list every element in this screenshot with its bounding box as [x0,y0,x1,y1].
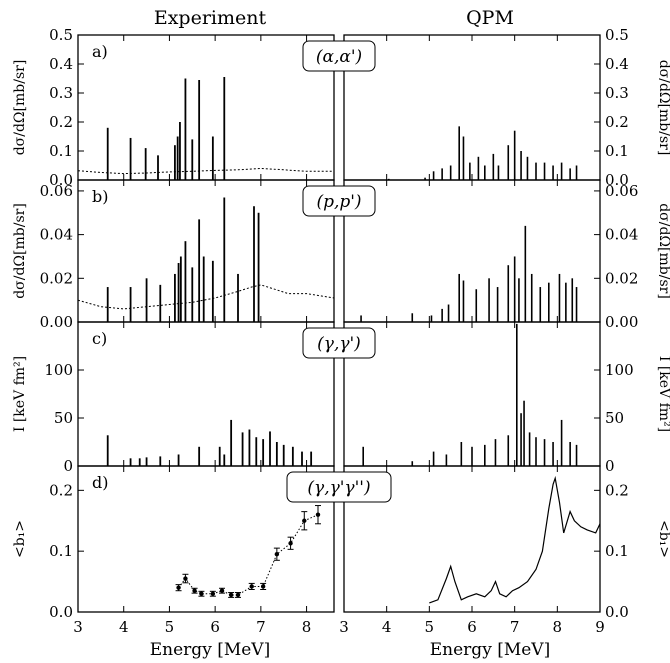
y-tick-label-right: 0.2 [605,481,629,499]
panel-label: c) [92,329,107,348]
data-point [210,591,216,596]
reaction-label: (γ,γ'γ'') [307,478,370,498]
experiment-curve [77,167,334,175]
data-point [288,541,293,546]
y-tick-label-right: 0.5 [605,26,629,44]
y-tick-label-left: 0.1 [49,142,73,160]
data-point [199,591,204,596]
panel-frame-left [77,321,335,467]
x-tick-label-right: 3 [339,618,349,636]
y-tick-label-right: 0.0 [605,603,629,621]
y-tick-label-right: 0.0 [605,171,629,189]
x-axis-title-left: Energy [MeV] [150,640,270,660]
y-tick-label-right: 0 [605,457,615,475]
y-tick-label-left: 0.4 [49,55,73,73]
y-axis-title-right: <b₁> [656,520,670,558]
y-tick-label-right: 0.2 [605,113,629,131]
column-title-qpm: QPM [466,7,514,29]
panel-frame-left [77,465,335,613]
y-tick-label-right: 0.00 [605,313,638,331]
y-tick-label-right: 0.4 [605,55,629,73]
column-title-experiment: Experiment [154,7,267,29]
data-point [235,592,241,598]
data-point [315,512,321,517]
y-axis-title-right: dσ/dΩ[mb/sr] [656,60,670,156]
y-tick-label-right: 0.04 [605,226,638,244]
y-tick-label-right: 100 [605,361,634,379]
y-tick-label-right: 0.1 [605,542,629,560]
y-axis-title-left: <b₁> [12,520,28,558]
y-tick-label-left: 0.2 [49,481,73,499]
plot-layer: 0.0 0.0 0.1 0.1 0.2 0.2 0.3 0.3 0.4 0.4 0.5 0.5 dσ/d… [12,26,670,636]
y-tick-label-left: 50 [54,409,73,427]
x-tick-label-left: 7 [256,618,266,636]
y-tick-label-left: 0.00 [40,313,73,331]
data-point [192,588,197,593]
y-tick-label-right: 50 [605,409,624,427]
reaction-label: (α,α') [316,47,362,67]
panel-label: b) [92,187,108,206]
panel-label: a) [92,42,108,61]
experiment-trend [178,514,319,596]
panel-label: d) [92,473,108,492]
reaction-box [302,185,376,217]
data-point [219,588,225,593]
y-tick-label-left: 0.0 [49,171,73,189]
y-tick-label-left: 0.02 [40,269,73,287]
y-tick-label-left: 0 [63,457,73,475]
data-point [249,584,254,589]
y-tick-label-left: 0.04 [40,226,73,244]
y-axis-title-left: dσ/dΩ[mb/sr] [12,60,28,156]
y-tick-label-left: 0.0 [49,603,73,621]
qpm-curve [429,475,601,604]
y-tick-label-right: 0.02 [605,269,638,287]
panel-frame-right [343,179,601,323]
data-point [228,592,234,598]
x-tick-label-left: 3 [73,618,83,636]
x-axis-title-right: Energy [MeV] [430,640,550,660]
x-tick-label-right: 6 [467,618,477,636]
x-tick-label-right: 5 [425,618,435,636]
y-axis-title-left: dσ/dΩ[mb/sr] [12,203,28,299]
reaction-box [286,471,392,503]
y-axis-title-left: I [keV fm²] [12,356,28,432]
panel-2: 0.00 0.00 0.02 0.02 0.04 0.04 0.06 0.06 dσ/dΩ[mb… [12,179,670,331]
data-point [183,576,188,581]
panel-4: 0.0 0.0 0.1 0.1 0.2 0.2 <b₁> <b₁> d) (γ,γ'γ'') [12,465,670,621]
reaction-box [302,327,376,359]
x-tick-label-left: 8 [302,618,312,636]
y-tick-label-left: 0.5 [49,26,73,44]
reaction-label: (p,p') [316,192,361,212]
data-point [274,552,280,557]
reaction-box [302,40,376,72]
y-tick-label-right: 0.06 [605,182,638,200]
y-tick-label-left: 0.2 [49,113,73,131]
y-tick-label-right: 0.1 [605,142,629,160]
y-tick-label-left: 100 [44,361,73,379]
y-axis-title-right: I [keV fm²] [656,356,670,432]
x-tick-label-left: 5 [165,618,175,636]
x-tick-label-right: 4 [382,618,392,636]
panel-3: 0 0 50 50 100 100 I [keV fm²] I [keV fm²] c) (γ,γ… [12,321,670,475]
x-tick-label-right: 7 [510,618,520,636]
x-tick-label-left: 4 [119,618,129,636]
y-tick-label-left: 0.3 [49,84,73,102]
reaction-label: (γ,γ') [317,334,361,354]
experiment-curve [77,284,335,310]
panel-frame-right [343,34,601,181]
x-tick-label-right: 9 [595,618,605,636]
x-tick-label-right: 8 [553,618,563,636]
y-tick-label-right: 0.3 [605,84,629,102]
panel-frame-left [77,34,335,181]
y-tick-label-left: 0.1 [49,542,73,560]
x-tick-label-left: 6 [210,618,220,636]
panel-frame-left [77,179,335,323]
data-point [260,584,266,589]
data-point [302,518,307,523]
y-axis-title-right: dσ/dΩ[mb/sr] [656,203,670,299]
y-tick-label-left: 0.06 [40,182,73,200]
data-point [176,585,181,590]
panel-1: 0.0 0.0 0.1 0.1 0.2 0.2 0.3 0.3 0.4 0.4 0.5 0.5 dσ/d… [12,26,670,189]
